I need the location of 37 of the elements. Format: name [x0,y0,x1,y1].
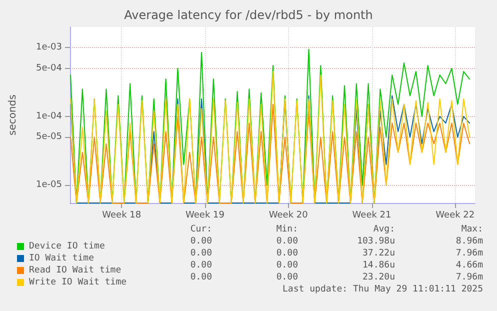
x-tick-label: Week 18 [102,210,142,220]
text: 4.66m [456,260,483,270]
legend-label: Read IO Wait time [29,266,122,276]
text: 23.20u [362,272,395,282]
text: 14.86u [362,260,395,270]
legend-label: Write IO Wait time [29,278,127,288]
y-tick-label: 5e-05 [36,132,62,142]
x-tick-label: Week 21 [352,210,392,220]
text: 0.00 [276,236,298,246]
x-tick-label: Week 20 [268,210,308,220]
text: 0.00 [190,248,212,258]
x-tick-label: Week 19 [186,210,225,220]
text: 7.96m [456,248,483,258]
text: Min: [276,224,298,234]
y-tick-label: 1e-03 [36,42,62,53]
y-axis-title: seconds [8,94,18,136]
text: 0.00 [276,272,298,282]
legend-label: IO Wait time [29,254,94,264]
y-tick-label: 5e-04 [36,63,62,74]
text: 103.98u [357,236,395,246]
text: 7.96m [456,272,483,282]
text: 8.96m [456,236,483,246]
chart-title: Average latency for /dev/rbd5 - by month [124,8,373,22]
text: 0.00 [276,248,298,258]
text: 37.22u [362,248,395,258]
y-tick-label: 1e-05 [36,180,62,190]
text: 0.00 [276,260,298,270]
legend-label: Device IO time [29,242,105,252]
text: Avg: [373,224,395,234]
text: 0.00 [190,236,212,246]
text: 0.00 [190,260,212,270]
text: Cur: [190,224,212,234]
text: Last update: Thu May 29 11:01:11 2025 [282,284,483,294]
text: 0.00 [190,272,212,282]
y-tick-label: 1e-04 [36,111,62,122]
x-tick-label: Week 22 [436,210,475,220]
text: Max: [461,224,483,234]
